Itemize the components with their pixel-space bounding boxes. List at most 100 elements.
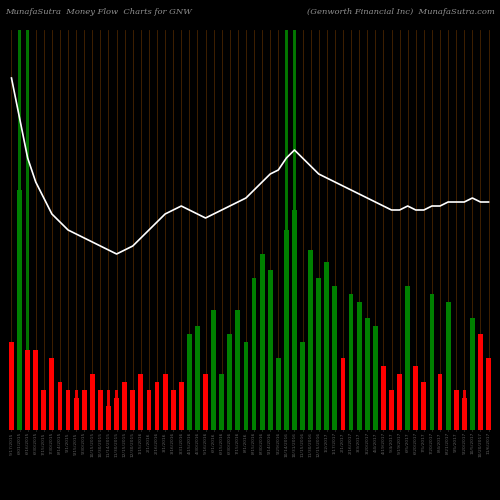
Bar — [122, 382, 127, 430]
Bar — [300, 342, 305, 430]
Bar — [42, 390, 46, 430]
Bar — [260, 254, 264, 430]
Bar — [406, 390, 409, 430]
Bar — [211, 310, 216, 430]
Bar — [365, 318, 370, 430]
Bar — [180, 390, 182, 430]
Bar — [446, 390, 450, 430]
Bar — [293, 30, 296, 430]
Bar — [98, 390, 103, 430]
Bar — [204, 390, 207, 430]
Bar — [162, 374, 168, 430]
Bar — [381, 366, 386, 430]
Bar — [172, 390, 174, 430]
Bar — [334, 390, 336, 430]
Bar — [212, 390, 215, 430]
Bar — [82, 390, 86, 430]
Bar — [260, 390, 264, 430]
Bar — [42, 390, 45, 430]
Bar — [438, 374, 442, 430]
Bar — [422, 382, 426, 430]
Bar — [389, 390, 394, 430]
Bar — [438, 390, 442, 430]
Bar — [228, 334, 232, 430]
Bar — [138, 374, 143, 430]
Bar — [382, 390, 385, 430]
Bar — [9, 342, 14, 430]
Bar — [18, 30, 21, 430]
Bar — [454, 390, 458, 430]
Bar — [58, 382, 62, 430]
Bar — [83, 390, 86, 430]
Bar — [398, 390, 401, 430]
Bar — [292, 210, 297, 430]
Bar — [285, 30, 288, 430]
Bar — [316, 278, 321, 430]
Bar — [146, 390, 152, 430]
Bar — [462, 398, 466, 430]
Bar — [17, 190, 22, 430]
Bar — [318, 390, 320, 430]
Bar — [236, 390, 240, 430]
Bar — [324, 262, 329, 430]
Bar — [99, 390, 102, 430]
Bar — [397, 374, 402, 430]
Bar — [91, 390, 94, 430]
Bar — [373, 326, 378, 430]
Bar — [276, 358, 280, 430]
Bar — [244, 342, 248, 430]
Bar — [154, 382, 160, 430]
Bar — [487, 390, 490, 430]
Bar — [148, 390, 150, 430]
Bar — [308, 250, 313, 430]
Bar — [34, 350, 38, 430]
Bar — [284, 230, 289, 430]
Bar — [66, 390, 70, 430]
Bar — [390, 390, 393, 430]
Bar — [414, 390, 417, 430]
Bar — [422, 390, 426, 430]
Bar — [140, 390, 142, 430]
Bar — [269, 390, 272, 430]
Bar — [50, 358, 54, 430]
Bar — [171, 390, 175, 430]
Bar — [34, 390, 37, 430]
Bar — [203, 374, 208, 430]
Bar — [446, 302, 450, 430]
Bar — [74, 390, 78, 430]
Bar — [486, 358, 491, 430]
Bar — [277, 390, 280, 430]
Bar — [332, 286, 338, 430]
Text: MunafaSutra  Money Flow  Charts for GNW: MunafaSutra Money Flow Charts for GNW — [5, 8, 192, 16]
Bar — [252, 390, 256, 430]
Bar — [236, 310, 240, 430]
Bar — [405, 286, 410, 430]
Bar — [366, 390, 368, 430]
Bar — [195, 326, 200, 430]
Bar — [358, 390, 360, 430]
Text: (Genworth Financial Inc)  MunafaSutra.com: (Genworth Financial Inc) MunafaSutra.com — [307, 8, 495, 16]
Bar — [463, 390, 466, 430]
Bar — [179, 382, 184, 430]
Bar — [90, 374, 95, 430]
Bar — [220, 390, 223, 430]
Bar — [342, 390, 344, 430]
Bar — [10, 398, 13, 430]
Bar — [66, 390, 70, 430]
Bar — [244, 390, 248, 430]
Bar — [124, 390, 126, 430]
Bar — [471, 390, 474, 430]
Bar — [74, 398, 78, 430]
Bar — [130, 390, 135, 430]
Bar — [252, 278, 256, 430]
Bar — [478, 334, 483, 430]
Bar — [356, 302, 362, 430]
Bar — [164, 390, 166, 430]
Bar — [374, 390, 376, 430]
Bar — [455, 390, 458, 430]
Bar — [220, 374, 224, 430]
Bar — [187, 334, 192, 430]
Bar — [430, 294, 434, 430]
Bar — [301, 390, 304, 430]
Bar — [268, 270, 272, 430]
